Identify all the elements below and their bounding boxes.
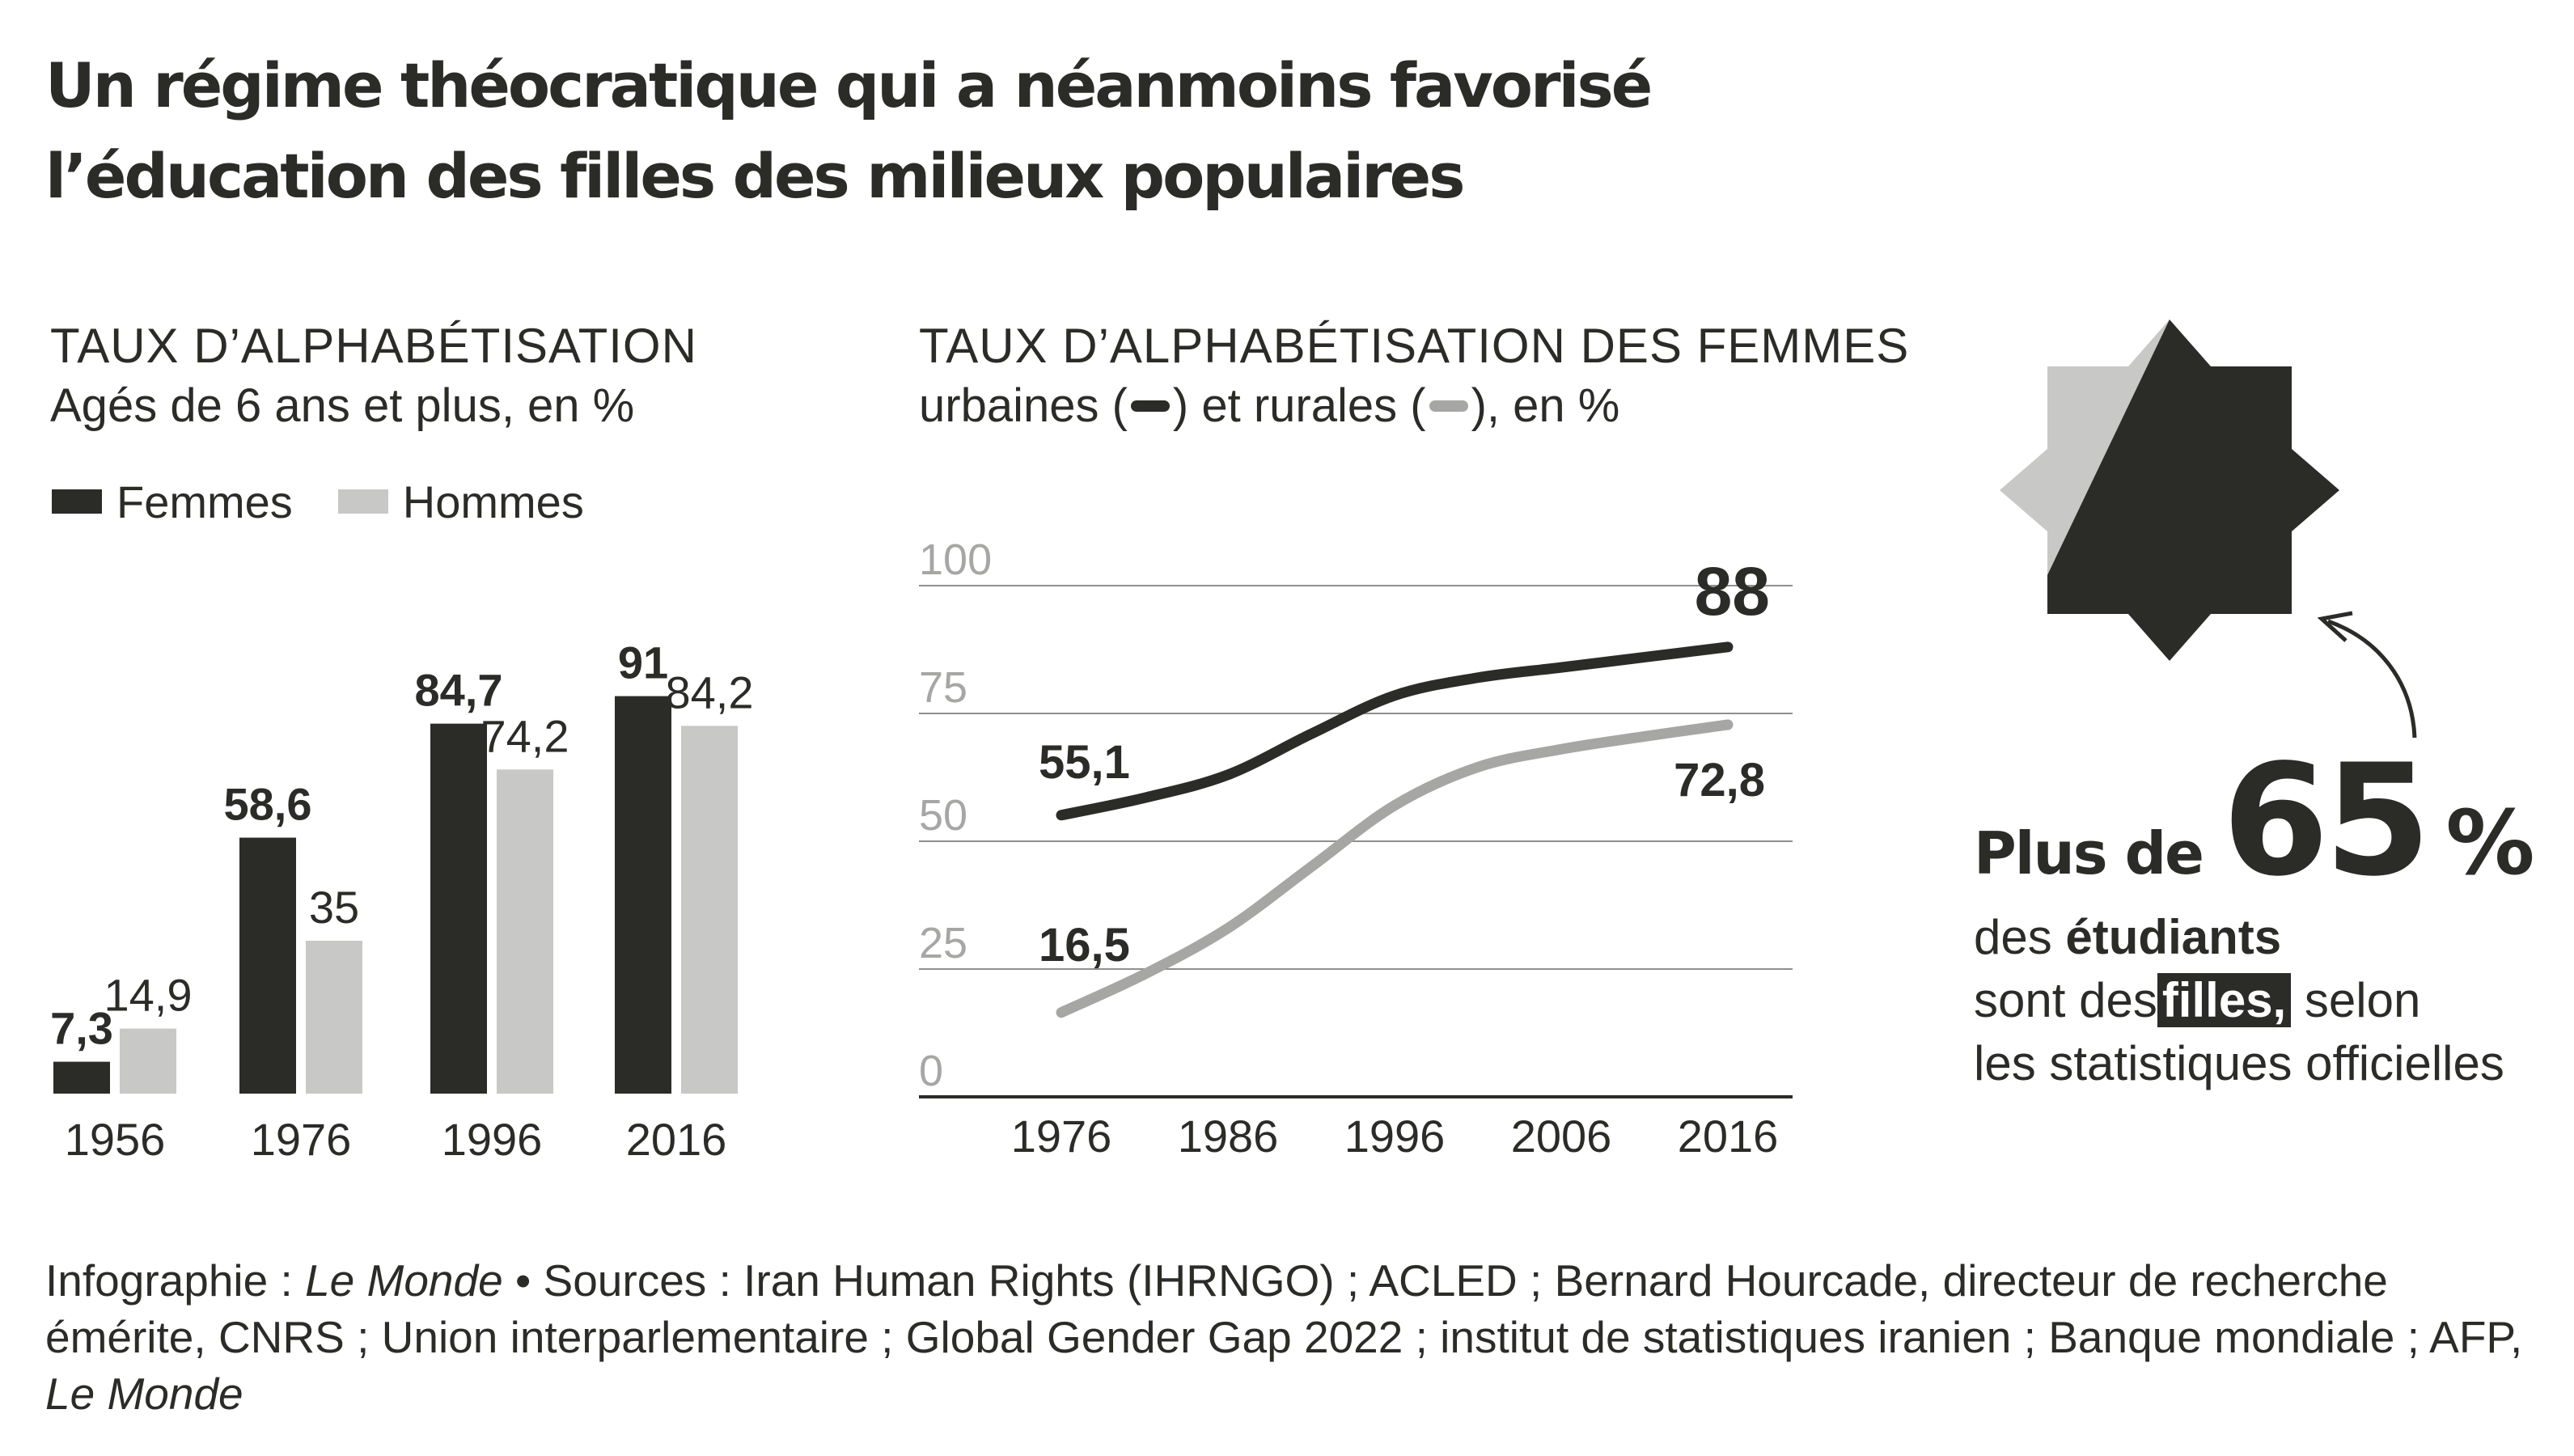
line-urbaines <box>1056 641 1734 821</box>
bar-label-femmes-2016: 91 <box>618 637 668 688</box>
y-tick-75: 75 <box>919 663 967 712</box>
callout-number: 65 <box>2222 731 2431 910</box>
y-tick-0: 0 <box>919 1047 943 1095</box>
callout-line-2: des étudiants <box>1974 906 2556 969</box>
legend-swatch-hommes <box>337 489 388 514</box>
line-chart-subtitle-post: ), en % <box>1471 379 1620 432</box>
bar-hommes-1976 <box>306 941 362 1094</box>
line-chart-subtitle-mid: ) et rurales ( <box>1172 379 1426 432</box>
legend-label-femmes: Femmes <box>116 476 293 527</box>
y-tick-50: 50 <box>919 791 967 840</box>
curved-arrow-icon <box>2317 611 2417 739</box>
x-tick-2016: 2016 <box>1678 1111 1779 1162</box>
bar-x-tick-1976: 1976 <box>251 1114 352 1165</box>
line-rurales <box>1056 719 1734 1018</box>
callout-headline: Plus de 65 % <box>1974 744 2556 898</box>
bar-x-tick-2016: 2016 <box>626 1114 727 1165</box>
legend-swatch-femmes <box>52 489 102 514</box>
students-callout: Plus de 65 % des étudiants sont des fille… <box>1974 744 2556 1095</box>
callout-line-4: les statistiques officielles <box>1974 1036 2504 1090</box>
callout-line-3: sont des filles, selon <box>1974 969 2556 1032</box>
bar-label-femmes-1976: 58,6 <box>224 779 312 830</box>
bar-femmes-1996 <box>430 723 487 1094</box>
y-tick-100: 100 <box>919 535 992 584</box>
callout-line-3-pre: sont des <box>1974 973 2157 1027</box>
source-list: • Sources : Iran Human Rights (IHRNGO) ;… <box>45 1255 2535 1362</box>
x-tick-2006: 2006 <box>1511 1111 1612 1162</box>
bar-x-tick-1996: 1996 <box>442 1114 543 1165</box>
star-icon <box>2000 320 2339 661</box>
bar-chart-title: TAUX D’ALPHABÉTISATION <box>50 319 697 373</box>
bar-hommes-1956 <box>120 1028 176 1094</box>
bar-label-femmes-1956: 7,3 <box>50 1003 113 1054</box>
bar-label-hommes-1996: 74,2 <box>481 710 569 761</box>
bar-femmes-2016 <box>615 696 671 1094</box>
bar-hommes-2016 <box>681 726 738 1094</box>
y-tick-25: 25 <box>919 919 967 967</box>
line-chart: 0 25 50 75 100 1976 1986 1996 2006 2016 55,1 88 16,5… <box>919 535 1793 1162</box>
source-publisher-end: Le Monde <box>45 1369 243 1419</box>
callout-line-3-post: selon <box>2291 973 2421 1027</box>
callout-highlight: filles, <box>2157 973 2292 1027</box>
callout-percent: % <box>2445 791 2535 895</box>
bar-label-hommes-1976: 35 <box>309 882 359 933</box>
bar-label-hommes-2016: 84,2 <box>666 667 754 717</box>
bar-chart-subtitle: Agés de 6 ans et plus, en % <box>50 379 635 432</box>
bar-hommes-1996 <box>497 769 553 1094</box>
label-rurales-start: 16,5 <box>1039 919 1130 971</box>
rural-line-swatch <box>1429 400 1468 412</box>
line-chart-title: TAUX D’ALPHABÉTISATION DES FEMMES <box>919 319 1910 373</box>
source-credit-label: Infographie : <box>45 1255 306 1306</box>
callout-text: des étudiants sont des filles, selon les … <box>1974 906 2556 1095</box>
legend-item-femmes: Femmes <box>52 476 293 528</box>
bar-chart-legend: Femmes Hommes <box>52 469 629 534</box>
label-urbaines-start: 55,1 <box>1039 736 1130 789</box>
legend-label-hommes: Hommes <box>402 476 584 527</box>
bar-femmes-1956 <box>53 1061 110 1094</box>
title-line-2: l’éducation des filles des milieux popul… <box>45 140 1465 212</box>
star-dark-part <box>2047 320 2339 661</box>
bar-x-tick-1956: 1956 <box>65 1114 166 1165</box>
label-urbaines-end: 88 <box>1695 553 1770 629</box>
label-rurales-end: 72,8 <box>1674 754 1765 806</box>
bar-femmes-1976 <box>239 837 296 1094</box>
page-title: Un régime théocratique qui a néanmoins f… <box>45 40 1825 222</box>
line-chart-subtitle: urbaines ( ) et rurales ( ), en % <box>919 377 1619 435</box>
x-tick-1976: 1976 <box>1011 1111 1112 1162</box>
bar-label-hommes-1956: 14,9 <box>104 970 193 1021</box>
callout-prefix: Plus de <box>1974 819 2204 887</box>
x-tick-1986: 1986 <box>1178 1111 1279 1162</box>
legend-item-hommes: Hommes <box>337 476 584 528</box>
bar-label-femmes-1996: 84,7 <box>415 665 503 716</box>
urban-line-swatch <box>1130 400 1170 412</box>
title-line-1: Un régime théocratique qui a néanmoins f… <box>45 49 1653 121</box>
source-credits: Infographie : Le Monde • Sources : Iran … <box>45 1252 2553 1422</box>
line-chart-subtitle-pre: urbaines ( <box>919 379 1128 432</box>
callout-line-2-pre: des <box>1974 910 2066 964</box>
callout-line-2-bold: étudiants <box>2065 910 2282 964</box>
source-publisher: Le Monde <box>305 1255 503 1306</box>
x-tick-1996: 1996 <box>1344 1111 1446 1162</box>
